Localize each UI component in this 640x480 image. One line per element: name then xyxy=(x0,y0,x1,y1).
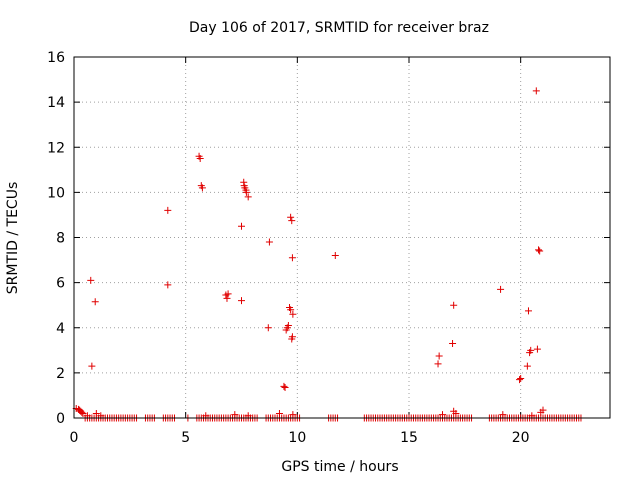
data-point xyxy=(196,155,204,163)
data-point xyxy=(238,222,245,230)
data-point xyxy=(449,340,457,348)
data-point xyxy=(242,188,250,196)
y-tick-label: 2 xyxy=(56,366,65,382)
data-point xyxy=(264,324,272,332)
y-tick-label: 8 xyxy=(56,231,65,247)
data-point xyxy=(527,346,535,354)
data-point xyxy=(532,87,540,95)
y-tick-label: 16 xyxy=(47,50,65,66)
data-point xyxy=(435,352,443,360)
chart-title: Day 106 of 2017, SRMTID for receiver bra… xyxy=(189,20,489,36)
data-point xyxy=(497,285,505,293)
data-point xyxy=(288,333,296,341)
data-point xyxy=(275,409,283,417)
data-point xyxy=(452,409,460,417)
data-point xyxy=(434,360,442,368)
data-point xyxy=(92,409,100,417)
data-points xyxy=(72,87,585,422)
y-tick-label: 12 xyxy=(47,140,65,156)
data-point xyxy=(536,247,544,255)
data-point xyxy=(223,294,231,302)
y-tick-label: 10 xyxy=(47,185,65,201)
data-point xyxy=(281,384,289,392)
x-tick-label: 5 xyxy=(181,430,190,446)
data-point xyxy=(539,406,547,414)
data-point xyxy=(79,409,87,417)
data-point xyxy=(280,382,288,390)
data-point xyxy=(524,307,532,315)
data-point xyxy=(516,376,524,384)
x-axis-label: GPS time / hours xyxy=(281,459,398,475)
data-point xyxy=(238,297,245,305)
y-tick-label: 4 xyxy=(56,321,65,337)
data-point xyxy=(499,411,507,419)
data-point xyxy=(533,345,541,353)
data-point xyxy=(289,310,297,318)
data-point xyxy=(78,408,86,416)
data-point xyxy=(265,238,273,246)
x-tick-label: 0 xyxy=(70,430,79,446)
y-tick-label: 14 xyxy=(47,95,65,111)
data-point xyxy=(289,411,297,419)
data-point xyxy=(287,306,295,314)
data-point xyxy=(244,193,252,201)
data-point xyxy=(164,206,172,214)
data-point xyxy=(535,246,543,254)
x-tick-label: 20 xyxy=(512,430,530,446)
data-point xyxy=(287,213,295,221)
data-point xyxy=(224,290,232,298)
data-point xyxy=(87,276,95,284)
data-point xyxy=(91,298,99,306)
y-tick-label: 0 xyxy=(56,411,65,427)
data-point xyxy=(284,321,292,329)
x-tick-label: 10 xyxy=(288,430,306,446)
data-point xyxy=(523,362,531,370)
data-point xyxy=(517,375,525,383)
data-point xyxy=(439,411,446,419)
grid-lines xyxy=(74,57,610,418)
y-tick-label: 6 xyxy=(56,276,65,292)
tick-labels: 0 2 4 6 8 10 12 14 16 0 5 10 15 20 xyxy=(47,50,529,446)
data-point xyxy=(331,252,339,260)
x-tick-label: 15 xyxy=(400,430,418,446)
data-point xyxy=(164,281,172,289)
data-point xyxy=(450,301,458,309)
data-point xyxy=(198,184,206,192)
data-point xyxy=(231,411,239,419)
data-point xyxy=(88,362,96,370)
y-axis-label: SRMTID / TECUs xyxy=(5,182,21,295)
data-point xyxy=(288,254,296,262)
plot-frame xyxy=(73,56,611,419)
data-point xyxy=(288,217,296,225)
